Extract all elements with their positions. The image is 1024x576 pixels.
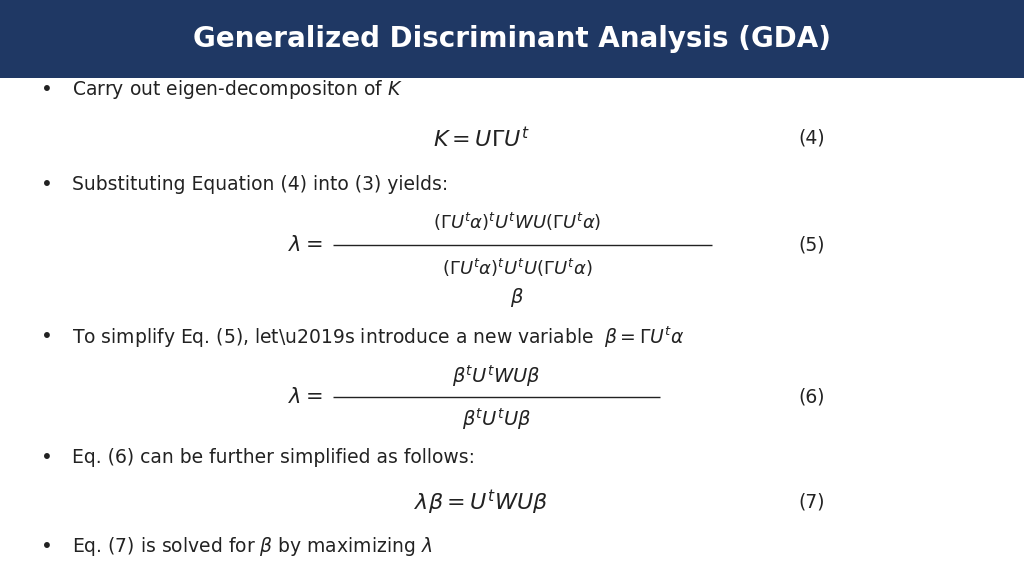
- FancyBboxPatch shape: [0, 0, 1024, 78]
- Text: •: •: [41, 449, 53, 467]
- Text: (6): (6): [799, 388, 825, 407]
- Text: (4): (4): [799, 129, 825, 147]
- Text: $K = U\Gamma U^t$: $K = U\Gamma U^t$: [433, 126, 529, 151]
- Text: Eq. (6) can be further simplified as follows:: Eq. (6) can be further simplified as fol…: [72, 449, 475, 467]
- Text: Generalized Discriminant Analysis (GDA): Generalized Discriminant Analysis (GDA): [193, 25, 831, 53]
- Text: Substituting Equation (4) into (3) yields:: Substituting Equation (4) into (3) yield…: [72, 175, 447, 194]
- Text: (5): (5): [799, 236, 825, 254]
- Text: $\beta^t U^t W U\beta$: $\beta^t U^t W U\beta$: [453, 363, 541, 388]
- Text: •: •: [41, 328, 53, 346]
- Text: •: •: [41, 80, 53, 98]
- Text: •: •: [41, 175, 53, 194]
- Text: $(\Gamma U^t\alpha)^t U^t W U(\Gamma U^t\alpha)$: $(\Gamma U^t\alpha)^t U^t W U(\Gamma U^t…: [433, 211, 601, 233]
- Text: Carry out eigen-decompositon of $K$: Carry out eigen-decompositon of $K$: [72, 78, 402, 101]
- Text: $\lambda =$: $\lambda =$: [288, 235, 323, 255]
- Text: $\lambda =$: $\lambda =$: [288, 388, 323, 407]
- Text: To simplify Eq. (5), let\u2019s introduce a new variable $\;\beta = \Gamma U^t\a: To simplify Eq. (5), let\u2019s introduc…: [72, 324, 684, 350]
- Text: $\beta$: $\beta$: [510, 286, 524, 309]
- Text: Eq. (7) is solved for $\beta$ by maximizing $\lambda$: Eq. (7) is solved for $\beta$ by maximiz…: [72, 535, 432, 558]
- Text: $\beta^t U^t U\beta$: $\beta^t U^t U\beta$: [462, 407, 531, 432]
- Text: (7): (7): [799, 493, 825, 511]
- Text: $\lambda\beta = U^t W U\beta$: $\lambda\beta = U^t W U\beta$: [415, 488, 548, 517]
- Text: $(\Gamma U^t\alpha)^t U^t U(\Gamma U^t\alpha)$: $(\Gamma U^t\alpha)^t U^t U(\Gamma U^t\a…: [441, 257, 593, 279]
- Text: •: •: [41, 537, 53, 555]
